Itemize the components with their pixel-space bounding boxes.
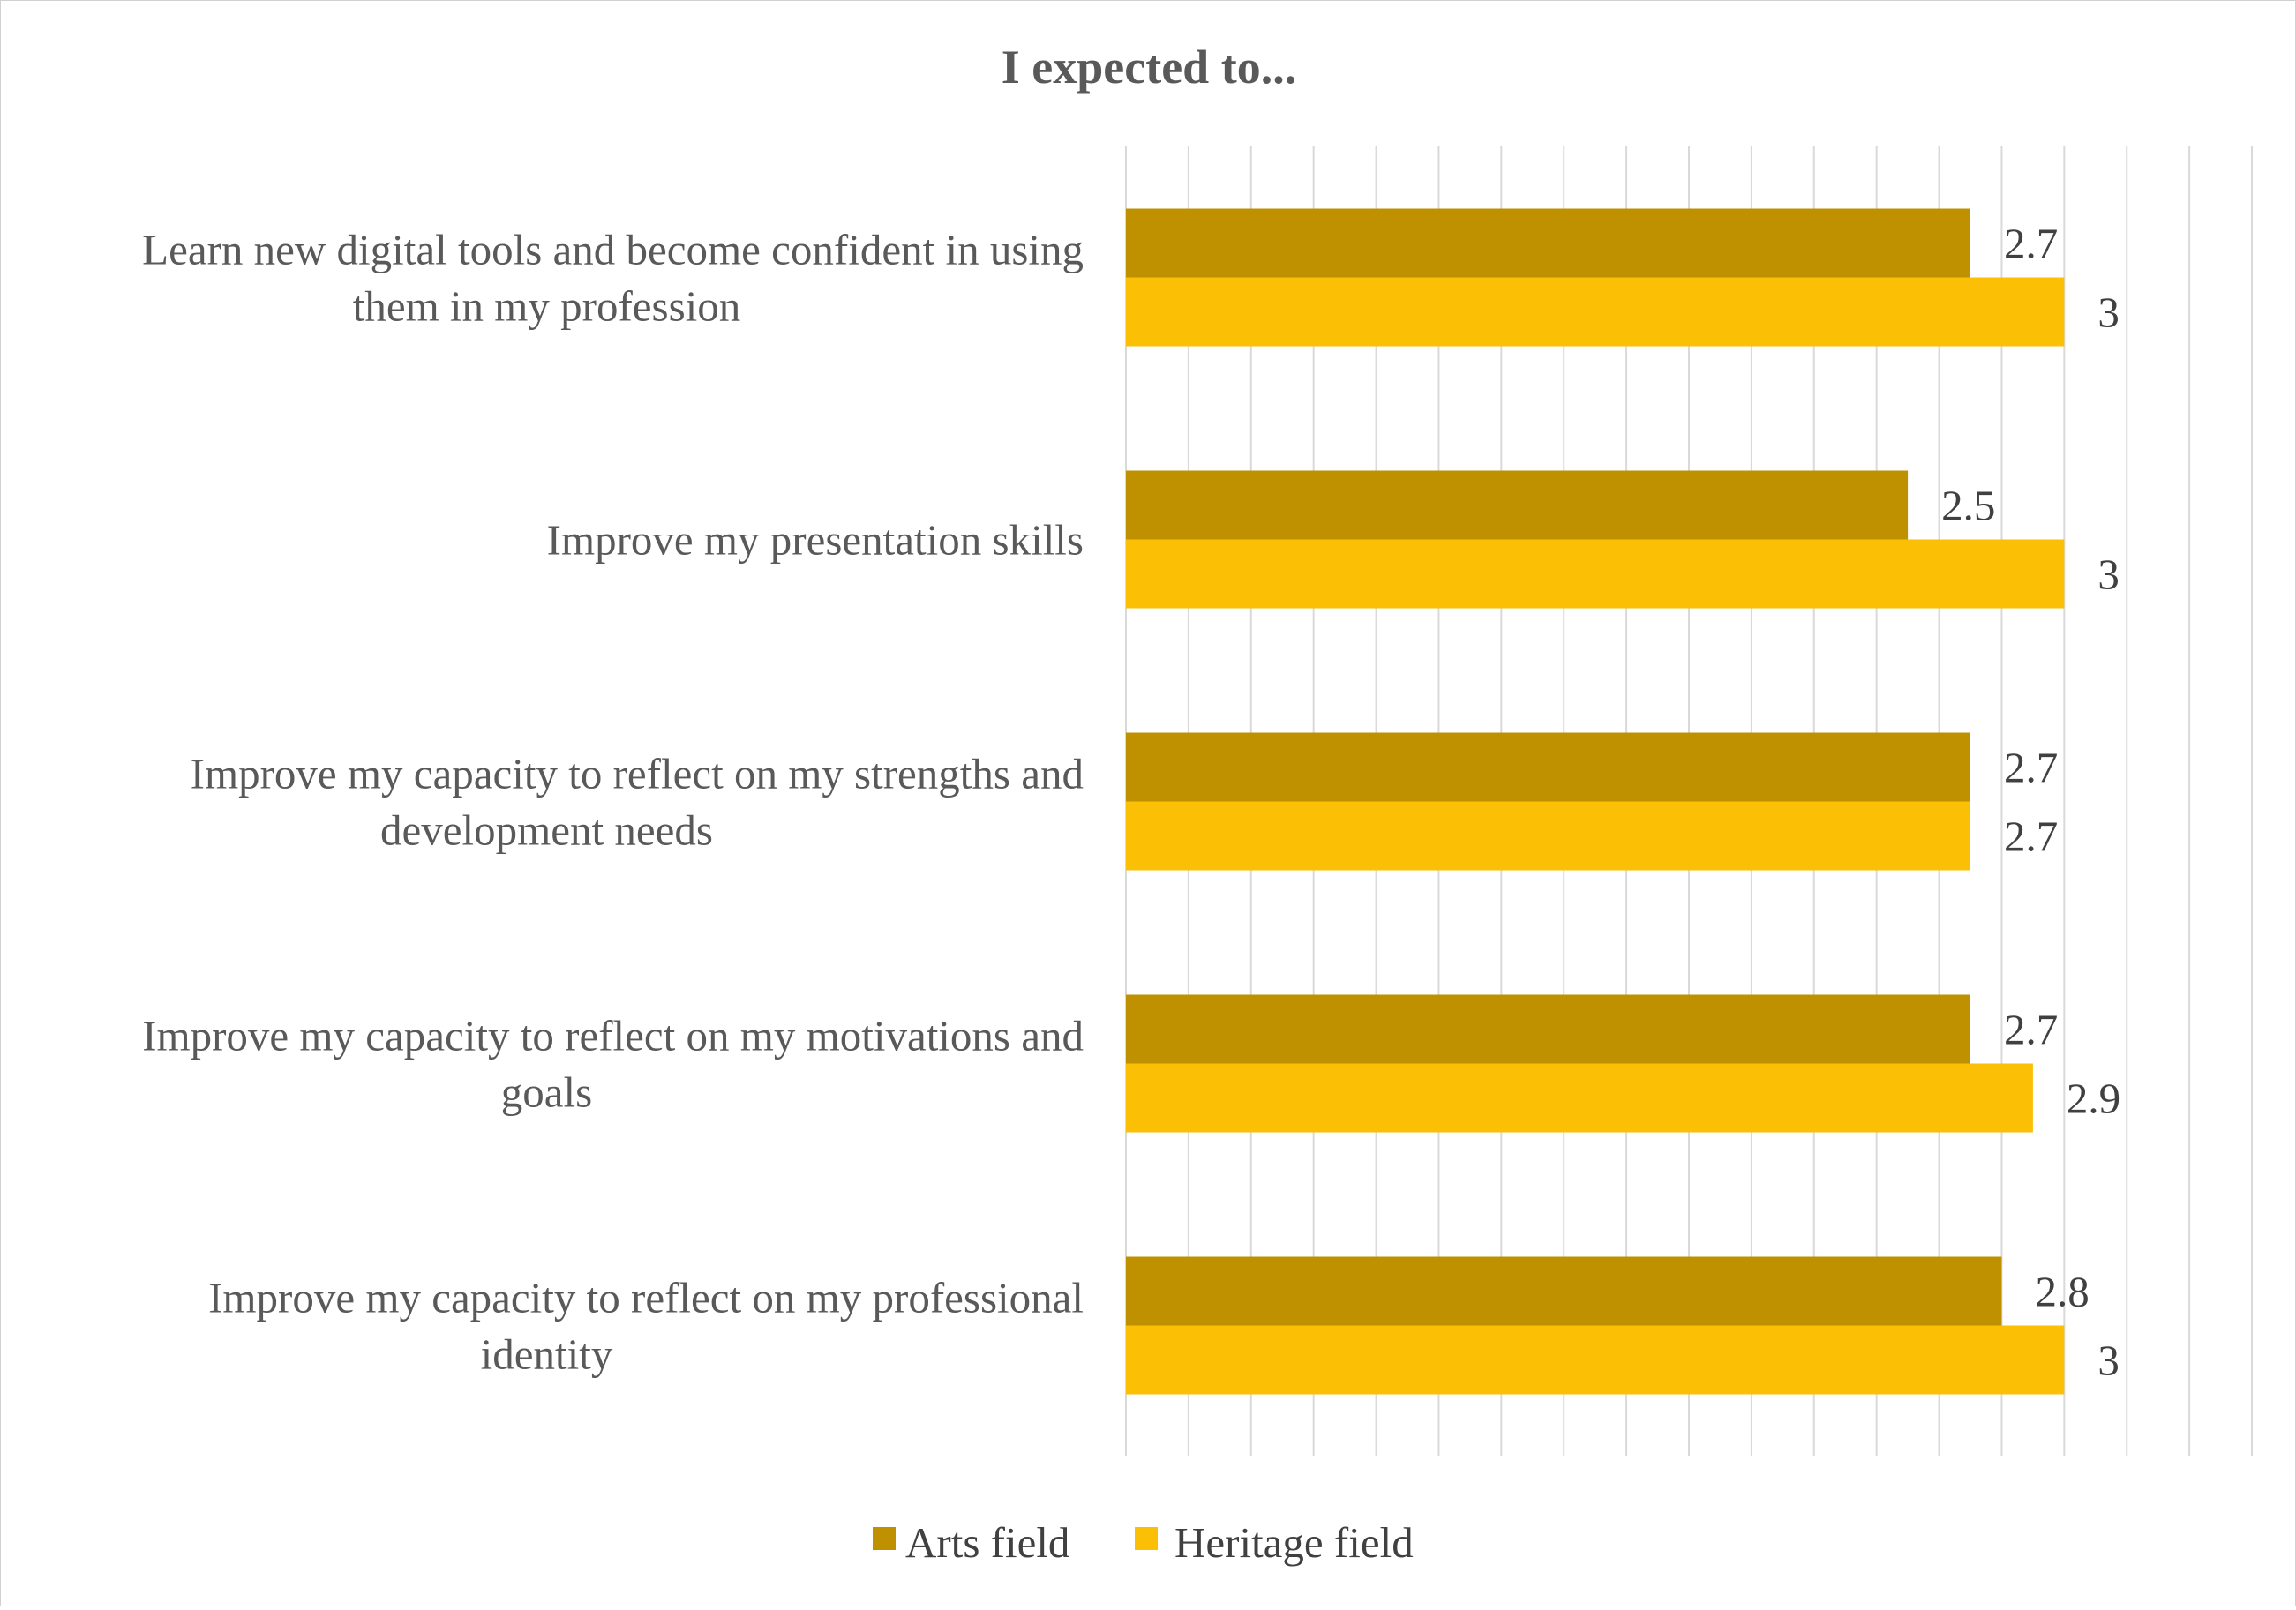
category-label: them in my profession — [353, 282, 741, 331]
category-label: goals — [501, 1068, 592, 1117]
data-label: 3 — [2097, 288, 2120, 337]
legend: Arts field Heritage field — [873, 1518, 1414, 1567]
bar-arts-3 — [1126, 994, 1970, 1064]
category-label: Improve my capacity to reflect on my pro… — [208, 1274, 1084, 1322]
data-labels: 2.732.532.72.72.72.92.83 — [1941, 220, 2120, 1385]
category-label: Improve my capacity to reflect on my mot… — [142, 1012, 1084, 1060]
data-label: 2.7 — [2004, 220, 2058, 268]
bar-arts-0 — [1126, 208, 1970, 278]
category-label: Improve my presentation skills — [547, 516, 1084, 565]
legend-swatch — [1135, 1527, 1158, 1550]
category-label: Learn new digital tools and become confi… — [142, 226, 1084, 274]
legend-swatch — [873, 1527, 896, 1550]
category-label: Improve my capacity to reflect on my str… — [191, 750, 1084, 798]
bar-heritage-2 — [1126, 801, 1970, 871]
data-label: 2.8 — [2035, 1268, 2089, 1316]
chart-title: I expected to... — [1002, 41, 1296, 94]
category-label: identity — [481, 1330, 613, 1379]
legend-label: Heritage field — [1174, 1518, 1414, 1567]
bar-heritage-0 — [1126, 277, 2065, 347]
data-label: 2.5 — [1941, 482, 1995, 530]
bar-heritage-4 — [1126, 1325, 2065, 1395]
data-label: 2.7 — [2004, 812, 2058, 861]
legend-item-heritage: Heritage field — [1135, 1518, 1414, 1567]
data-label: 3 — [2097, 1337, 2120, 1385]
category-labels: Learn new digital tools and become confi… — [142, 226, 1084, 1379]
bar-arts-1 — [1126, 470, 1909, 540]
data-label: 2.9 — [2067, 1075, 2120, 1123]
data-label: 2.7 — [2004, 744, 2058, 792]
data-label: 2.7 — [2004, 1006, 2058, 1054]
data-label: 3 — [2097, 550, 2120, 599]
bar-heritage-1 — [1126, 539, 2065, 609]
category-label: development needs — [380, 806, 713, 855]
bars — [1126, 208, 2065, 1395]
legend-label: Arts field — [905, 1518, 1069, 1567]
legend-item-arts: Arts field — [873, 1518, 1069, 1567]
bar-arts-2 — [1126, 732, 1970, 802]
bar-arts-4 — [1126, 1256, 2002, 1326]
bar-heritage-3 — [1126, 1063, 2033, 1133]
